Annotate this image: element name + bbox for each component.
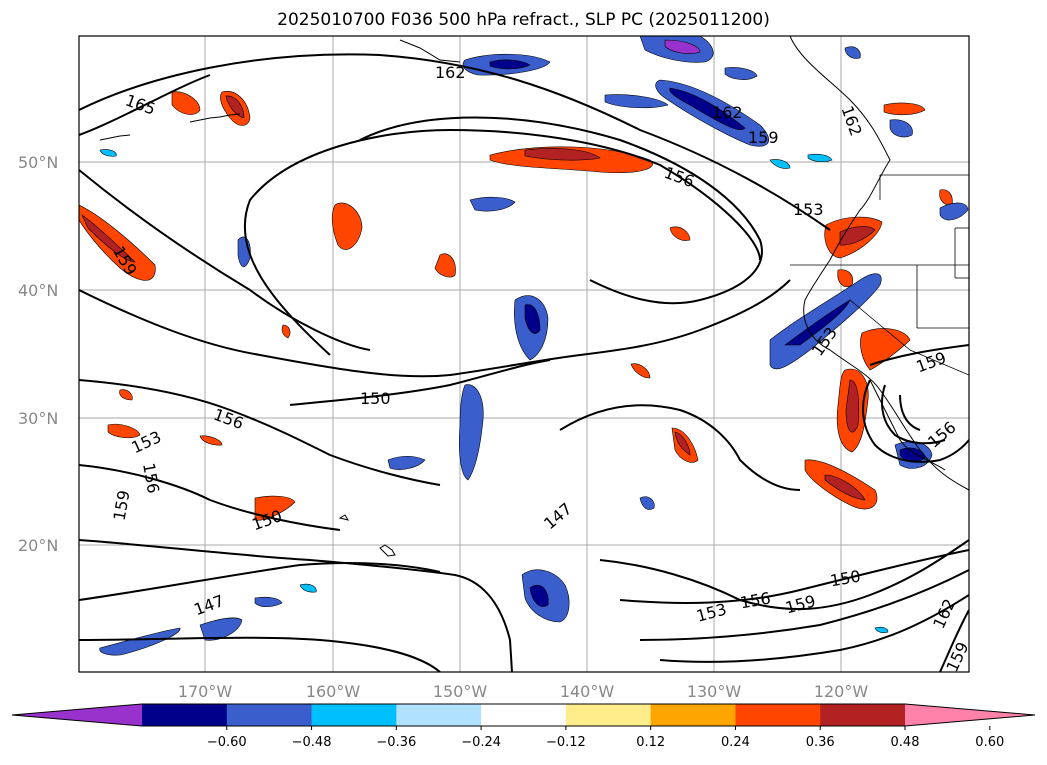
contour-label: 162 [435, 63, 466, 82]
colorbar-swatch [820, 704, 906, 726]
lon-label: 130°W [687, 682, 742, 701]
colorbar: −0.60 −0.48 −0.36 −0.24 −0.12 0.12 0.24 0.36 0.4… [11, 703, 1036, 750]
colorbar-swatch [565, 704, 652, 726]
contour-label: 153 [793, 200, 824, 219]
lat-label: 20°N [18, 536, 58, 555]
slp-contours [79, 53, 969, 672]
colorbar-outline [11, 703, 1036, 727]
colorbar-tick-label: 0.60 [975, 735, 1004, 750]
lon-label: 160°W [306, 682, 361, 701]
contour-label: 159 [748, 128, 779, 147]
lat-label: 50°N [18, 153, 58, 172]
colorbar-swatch [735, 704, 821, 726]
lat-label: 40°N [18, 281, 58, 300]
colorbar-tick-label: 0.36 [806, 735, 835, 750]
colorbar-extend-low [12, 704, 142, 726]
map-panel [79, 36, 969, 672]
colorbar-tick-label: −0.24 [461, 735, 501, 750]
colorbar-swatch [142, 704, 228, 726]
colorbar-swatch [226, 704, 313, 726]
colorbar-swatch [311, 704, 397, 726]
political-borders [790, 174, 969, 376]
colorbar-swatch [396, 704, 482, 726]
colorbar-tick-label: −0.48 [292, 735, 332, 750]
colorbar-tick-label: 0.24 [721, 735, 750, 750]
positive-anomaly-shading [79, 90, 953, 521]
colorbar-swatch [481, 704, 567, 726]
colorbar-extend-high [905, 704, 1035, 726]
lat-label: 30°N [18, 409, 58, 428]
lon-label: 170°W [178, 682, 233, 701]
lon-label: 120°W [814, 682, 869, 701]
colorbar-tick-label: −0.36 [376, 735, 416, 750]
map-border [78, 35, 970, 673]
colorbar-tick-label: 0.12 [636, 735, 665, 750]
contour-label: 162 [712, 103, 743, 122]
colorbar-tick-label: −0.12 [546, 735, 586, 750]
map-title: 2025010700 F036 500 hPa refract., SLP PC… [277, 10, 770, 30]
colorbar-tick-label: 0.48 [891, 735, 920, 750]
contour-label: 150 [360, 389, 391, 408]
lon-label: 150°W [433, 682, 488, 701]
lon-label: 140°W [560, 682, 615, 701]
colorbar-swatch [650, 704, 736, 726]
colorbar-tick-label: −0.60 [207, 735, 247, 750]
